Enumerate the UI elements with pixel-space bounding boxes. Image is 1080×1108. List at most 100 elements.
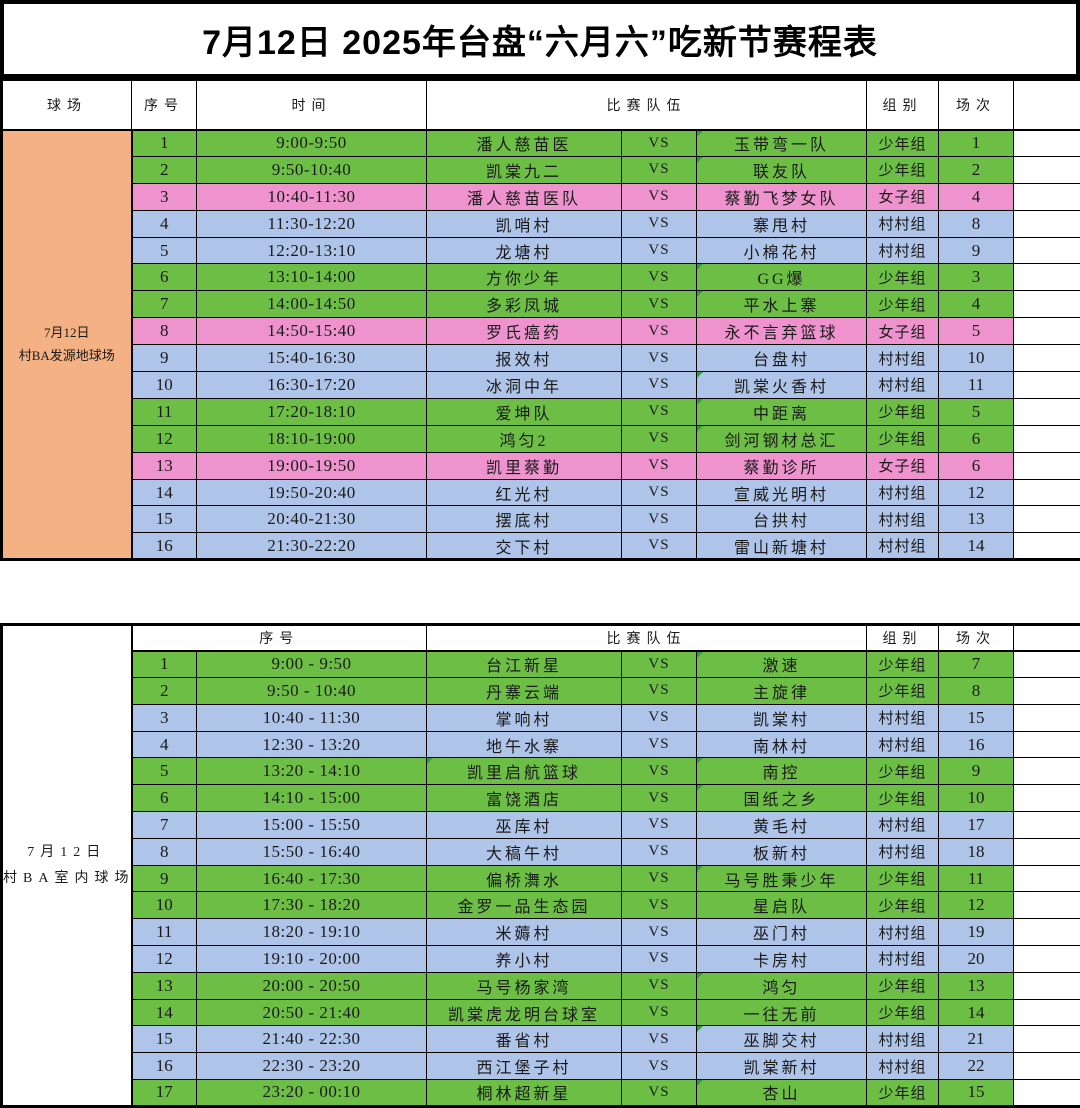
- cell-team-b: 宣威光明村: [697, 479, 867, 506]
- cell-team-b: GG爆: [697, 264, 867, 291]
- cell-time: 21:40 - 22:30: [197, 1026, 427, 1053]
- cell-session: 20: [939, 946, 1014, 973]
- cell-time: 15:40-16:30: [197, 345, 427, 372]
- cell-vs: VS: [622, 1026, 697, 1053]
- cell-time: 9:00-9:50: [197, 130, 427, 157]
- cell-no: 2: [132, 156, 197, 183]
- cell-session: 5: [939, 398, 1014, 425]
- cell-no: 15: [132, 506, 197, 533]
- cell-no: 8: [132, 318, 197, 345]
- cell-time: 11:30-12:20: [197, 210, 427, 237]
- cell-vs: VS: [622, 946, 697, 973]
- cell-time: 19:50-20:40: [197, 479, 427, 506]
- cell-no: 16: [132, 533, 197, 560]
- cell-session: 9: [939, 237, 1014, 264]
- cell-team-b: 小棉花村: [697, 237, 867, 264]
- cell-no: 16: [132, 1053, 197, 1080]
- cell-vs: VS: [622, 479, 697, 506]
- cell-team-a: 台江新星: [427, 651, 622, 678]
- venue-date: 7月12日: [3, 321, 131, 344]
- cell-extra: [1014, 1053, 1080, 1080]
- cell-no: 10: [132, 372, 197, 399]
- cell-team-a: 掌响村: [427, 704, 622, 731]
- cell-team-b: 雷山新塘村: [697, 533, 867, 560]
- cell-team-a: 龙塘村: [427, 237, 622, 264]
- cell-no: 11: [132, 398, 197, 425]
- cell-extra: [1014, 318, 1080, 345]
- cell-time: 14:10 - 15:00: [197, 785, 427, 812]
- cell-no: 12: [132, 425, 197, 452]
- cell-team-b: 中距离: [697, 398, 867, 425]
- cell-time: 15:50 - 16:40: [197, 838, 427, 865]
- venue-name: 村BA发源地球场: [3, 344, 131, 367]
- header-session: 场次: [939, 80, 1014, 130]
- cell-team-b: 主旋律: [697, 678, 867, 705]
- cell-team-a: 丹寨云端: [427, 678, 622, 705]
- cell-team-a: 马号杨家湾: [427, 972, 622, 999]
- cell-group: 村村组: [867, 919, 939, 946]
- cell-vs: VS: [622, 678, 697, 705]
- cell-team-b: 国纸之乡: [697, 785, 867, 812]
- cell-time: 20:40-21:30: [197, 506, 427, 533]
- cell-session: 3: [939, 264, 1014, 291]
- header-group: 组别: [867, 625, 939, 651]
- cell-team-a: 报效村: [427, 345, 622, 372]
- cell-no: 12: [132, 946, 197, 973]
- cell-no: 9: [132, 865, 197, 892]
- cell-extra: [1014, 838, 1080, 865]
- cell-time: 19:10 - 20:00: [197, 946, 427, 973]
- cell-vs: VS: [622, 452, 697, 479]
- cell-vs: VS: [622, 533, 697, 560]
- cell-group: 少年组: [867, 678, 939, 705]
- cell-session: 7: [939, 651, 1014, 678]
- cell-vs: VS: [622, 210, 697, 237]
- cell-group: 村村组: [867, 210, 939, 237]
- page-title: 7月12日 2025年台盘“六月六”吃新节赛程表: [0, 0, 1080, 78]
- cell-vs: VS: [622, 506, 697, 533]
- cell-team-a: 红光村: [427, 479, 622, 506]
- cell-team-a: 交下村: [427, 533, 622, 560]
- cell-vs: VS: [622, 183, 697, 210]
- cell-team-a: 巫库村: [427, 812, 622, 839]
- cell-team-b: 巫脚交村: [697, 1026, 867, 1053]
- cell-session: 9: [939, 758, 1014, 785]
- cell-session: 12: [939, 479, 1014, 506]
- cell-vs: VS: [622, 291, 697, 318]
- cell-group: 村村组: [867, 946, 939, 973]
- cell-session: 14: [939, 999, 1014, 1026]
- cell-extra: [1014, 452, 1080, 479]
- cell-session: 13: [939, 972, 1014, 999]
- cell-team-a: 米薅村: [427, 919, 622, 946]
- cell-vs: VS: [622, 372, 697, 399]
- cell-team-a: 方你少年: [427, 264, 622, 291]
- cell-time: 23:20 - 00:10: [197, 1080, 427, 1107]
- cell-session: 15: [939, 1080, 1014, 1107]
- cell-team-b: 凯棠村: [697, 704, 867, 731]
- cell-team-a: 凯棠九二: [427, 156, 622, 183]
- cell-vs: VS: [622, 1080, 697, 1107]
- cell-time: 14:50-15:40: [197, 318, 427, 345]
- cell-vs: VS: [622, 425, 697, 452]
- cell-session: 19: [939, 919, 1014, 946]
- cell-time: 17:30 - 18:20: [197, 892, 427, 919]
- cell-session: 2: [939, 156, 1014, 183]
- cell-no: 3: [132, 183, 197, 210]
- cell-team-b: 蔡勤诊所: [697, 452, 867, 479]
- cell-team-a: 地午水寨: [427, 731, 622, 758]
- cell-team-b: 剑河钢材总汇: [697, 425, 867, 452]
- cell-time: 9:50 - 10:40: [197, 678, 427, 705]
- cell-extra: [1014, 785, 1080, 812]
